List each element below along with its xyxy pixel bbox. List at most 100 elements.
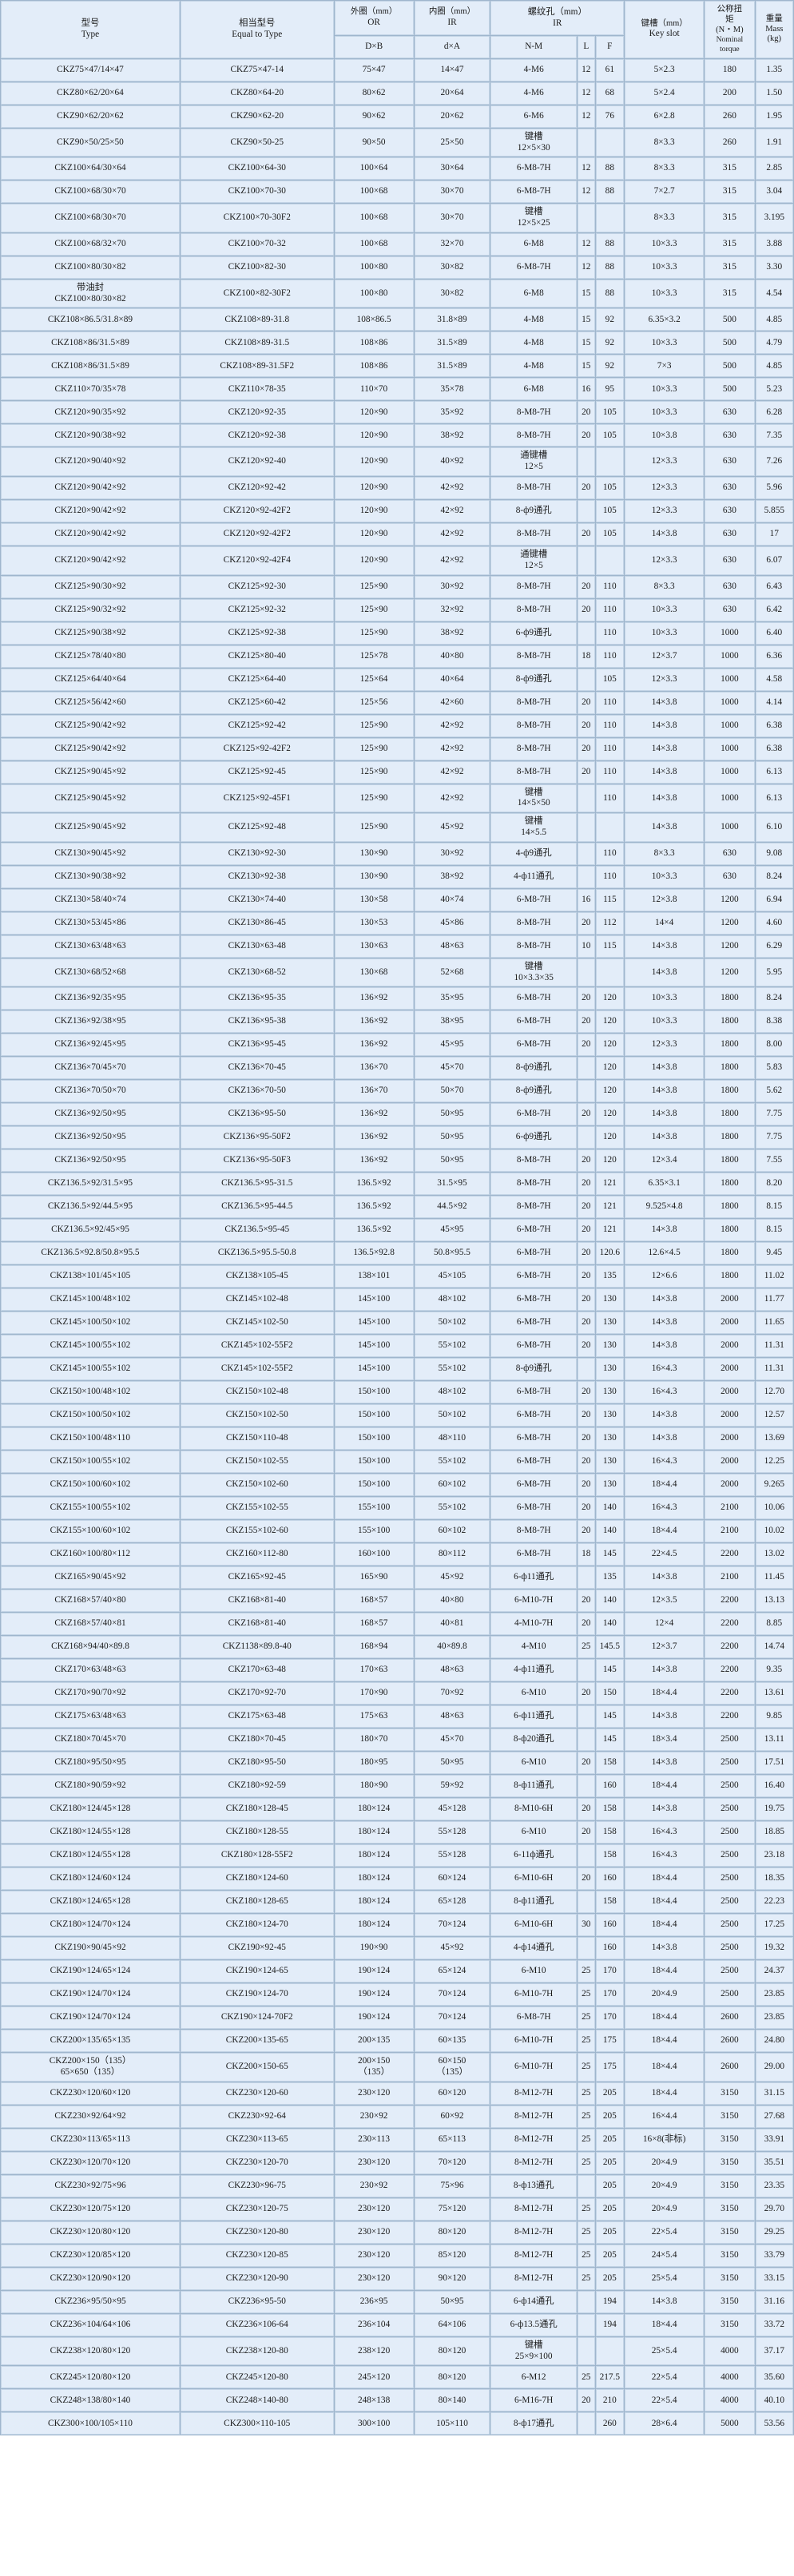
- cell-l: 15: [578, 331, 595, 355]
- cell-l: [578, 128, 595, 157]
- cell-equal: CKZ150×110-48: [180, 1427, 334, 1451]
- header-keyslot-cn: 键槽（mm）: [641, 18, 688, 28]
- cell-type: CKZ155×100/60×102: [1, 1520, 180, 1543]
- cell-torque: 3150: [705, 2082, 755, 2105]
- cell-nm: 6-M10-7H: [490, 1983, 578, 2006]
- cell-f: 160: [595, 1937, 625, 1960]
- cell-f: 121: [595, 1219, 625, 1242]
- cell-type: CKZ136×92/45×95: [1, 1034, 180, 1057]
- table-row: CKZ80×62/20×64 CKZ80×64-20 80×62 20×64 4-M6 1…: [1, 81, 793, 105]
- table-row: CKZ180×90/59×92 CKZ180×92-59 180×90 59×92 8-…: [1, 1775, 793, 1798]
- cell-l: [578, 2290, 595, 2313]
- cell-or: 180×90: [334, 1775, 414, 1798]
- cell-type: CKZ230×120/60×120: [1, 2082, 180, 2105]
- table-row: CKZ130×63/48×63 CKZ130×63-48 130×63 48×63 8-…: [1, 935, 793, 958]
- cell-f: 105: [595, 500, 625, 523]
- cell-type: CKZ130×53/45×86: [1, 911, 180, 935]
- cell-torque: 1800: [705, 1034, 755, 1057]
- cell-ir: 48×102: [414, 1381, 490, 1404]
- cell-keyslot: 18×4.4: [625, 1520, 705, 1543]
- cell-ir: 31.5×89: [414, 331, 490, 355]
- cell-type: CKZ230×120/85×120: [1, 2244, 180, 2267]
- cell-nm: 6-M8-7H: [490, 1103, 578, 1126]
- cell-equal: CKZ120×92-38: [180, 424, 334, 447]
- cell-mass: 8.24: [755, 987, 793, 1010]
- table-row: CKZ175×63/48×63 CKZ175×63-48 175×63 48×63 6-…: [1, 1705, 793, 1729]
- cell-torque: 315: [705, 204, 755, 232]
- cell-keyslot: 16×4.4: [625, 2105, 705, 2128]
- cell-equal: CKZ230×120-60: [180, 2082, 334, 2105]
- cell-type: CKZ165×90/45×92: [1, 1566, 180, 1590]
- cell-torque: 630: [705, 447, 755, 477]
- cell-l: [578, 546, 595, 575]
- cell-ir: 45×105: [414, 1265, 490, 1288]
- cell-f: 92: [595, 355, 625, 378]
- table-row: CKZ125×90/45×92 CKZ125×92-45F1 125×90 42×92…: [1, 784, 793, 813]
- cell-torque: 2100: [705, 1520, 755, 1543]
- cell-equal: CKZ100×70-30F2: [180, 204, 334, 232]
- cell-torque: 630: [705, 865, 755, 888]
- cell-keyslot: 12×3.3: [625, 668, 705, 691]
- cell-or: 190×124: [334, 1983, 414, 2006]
- cell-equal: CKZ100×70-30: [180, 181, 334, 204]
- cell-torque: 2500: [705, 1821, 755, 1844]
- cell-equal: CKZ100×70-32: [180, 232, 334, 256]
- cell-l: 18: [578, 1543, 595, 1566]
- cell-keyslot: 5×2.4: [625, 81, 705, 105]
- cell-l: 15: [578, 279, 595, 308]
- cell-nm: 8-M8-7H: [490, 760, 578, 784]
- cell-ir: 50×102: [414, 1312, 490, 1335]
- cell-keyslot: 10×3.3: [625, 401, 705, 424]
- table-row: CKZ125×56/42×60 CKZ125×60-42 125×56 42×60 8-…: [1, 691, 793, 714]
- header-thread-cn: 螺纹孔（mm）: [527, 6, 587, 17]
- cell-mass: 4.79: [755, 331, 793, 355]
- cell-ir: 55×102: [414, 1335, 490, 1358]
- cell-mass: 37.17: [755, 2336, 793, 2366]
- cell-equal: CKZ300×110-105: [180, 2412, 334, 2435]
- table-row: CKZ170×63/48×63 CKZ170×63-48 170×63 48×63 4-…: [1, 1659, 793, 1682]
- cell-torque: 3150: [705, 2244, 755, 2267]
- cell-nm: 8-ф11通孔: [490, 1891, 578, 1914]
- cell-nm: 6-M8-7H: [490, 1312, 578, 1335]
- cell-type: CKZ136.5×92.8/50.8×95.5: [1, 1242, 180, 1265]
- cell-f: 130: [595, 1451, 625, 1474]
- cell-type: CKZ150×100/55×102: [1, 1451, 180, 1474]
- cell-or: 150×100: [334, 1381, 414, 1404]
- cell-l: [578, 842, 595, 865]
- cell-equal: CKZ248×140-80: [180, 2389, 334, 2412]
- table-row: CKZ136.5×92/44.5×95 CKZ136.5×95-44.5 136.5…: [1, 1196, 793, 1219]
- cell-equal: CKZ180×95-50: [180, 1752, 334, 1775]
- cell-mass: 23.85: [755, 2006, 793, 2030]
- cell-torque: 630: [705, 500, 755, 523]
- cell-type: CKZ125×90/45×92: [1, 784, 180, 813]
- table-row: CKZ120×90/40×92 CKZ120×92-40 120×90 40×92 通键…: [1, 447, 793, 477]
- table-row: CKZ168×57/40×80 CKZ168×81-40 168×57 40×80 6-…: [1, 1590, 793, 1613]
- cell-mass: 19.32: [755, 1937, 793, 1960]
- cell-f: 120: [595, 1149, 625, 1173]
- cell-f: 121: [595, 1196, 625, 1219]
- cell-l: [578, 1358, 595, 1381]
- table-row: CKZ100×68/30×70 CKZ100×70-30 100×68 30×70 6-…: [1, 181, 793, 204]
- table-row: CKZ120×90/42×92 CKZ120×92-42F2 120×90 42×92…: [1, 523, 793, 546]
- table-row: CKZ160×100/80×112 CKZ160×112-80 160×100 80×…: [1, 1543, 793, 1566]
- cell-f: 130: [595, 1288, 625, 1312]
- table-row: CKZ130×58/40×74 CKZ130×74-40 130×58 40×74 6-…: [1, 888, 793, 911]
- cell-f: 120.6: [595, 1242, 625, 1265]
- cell-ir: 48×63: [414, 935, 490, 958]
- header-torque: 公称扭 矩 (N・M) Nominal torque: [705, 1, 755, 58]
- table-row: CKZ125×64/40×64 CKZ125×64-40 125×64 40×64 8-…: [1, 668, 793, 691]
- cell-f: 160: [595, 1775, 625, 1798]
- cell-equal: CKZ180×128-65: [180, 1891, 334, 1914]
- cell-l: 20: [578, 1868, 595, 1891]
- cell-l: [578, 865, 595, 888]
- cell-equal: CKZ190×92-45: [180, 1937, 334, 1960]
- cell-mass: 1.35: [755, 58, 793, 81]
- cell-type: CKZ125×64/40×64: [1, 668, 180, 691]
- cell-l: [578, 668, 595, 691]
- cell-type: CKZ130×63/48×63: [1, 935, 180, 958]
- cell-keyslot: 14×3.8: [625, 2290, 705, 2313]
- cell-torque: 2000: [705, 1427, 755, 1451]
- cell-nm: 8-M8-7H: [490, 935, 578, 958]
- cell-torque: 1000: [705, 760, 755, 784]
- cell-mass: 33.91: [755, 2128, 793, 2151]
